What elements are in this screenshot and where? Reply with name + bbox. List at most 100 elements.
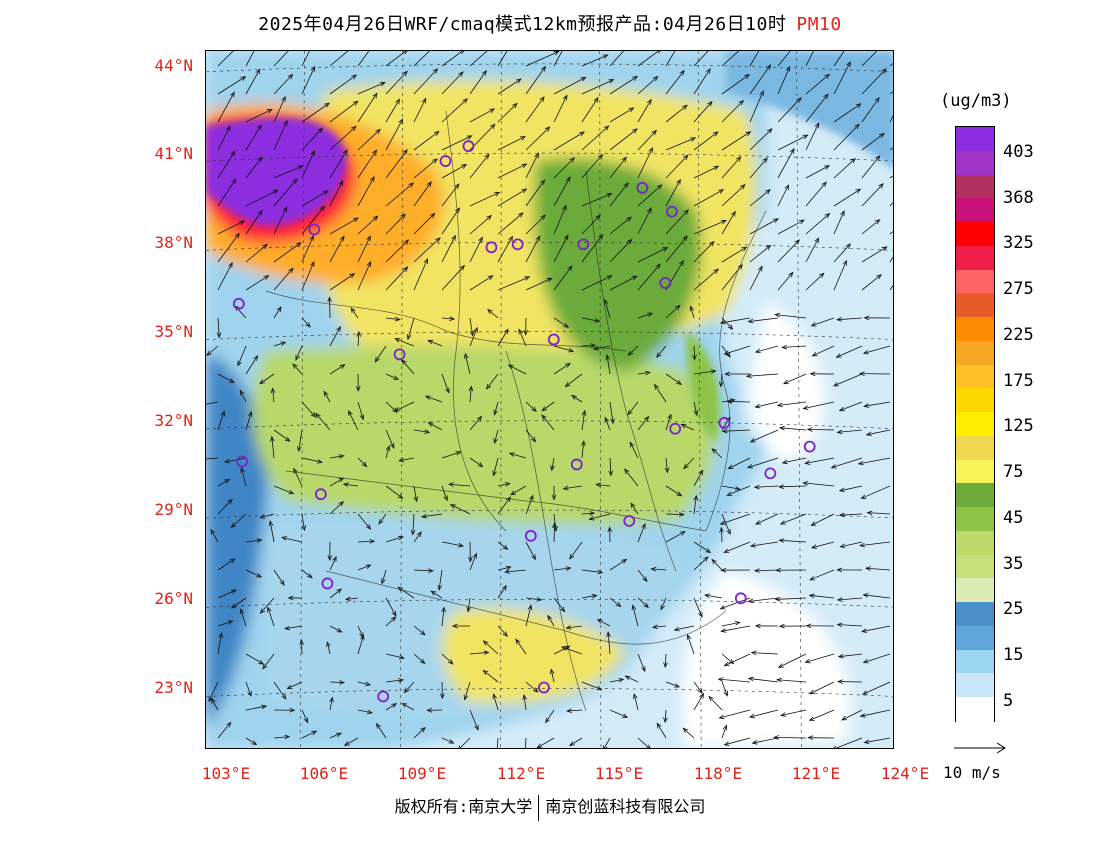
colorbar-segment [956, 198, 994, 224]
longitude-gridline [500, 51, 502, 748]
wind-arrow [609, 107, 635, 123]
wind-arrow [693, 268, 719, 291]
wind-arrow [381, 569, 387, 585]
wind-arrow [293, 467, 303, 487]
wind-arrow [329, 556, 337, 571]
wind-arrow [467, 541, 473, 563]
wind-arrow [329, 625, 343, 633]
colorbar-segment [956, 174, 994, 200]
wind-arrow [754, 401, 779, 409]
wind-arrow [273, 242, 302, 263]
wind-arrow [441, 737, 455, 744]
wind-arrow [717, 677, 751, 683]
wind-arrow [581, 54, 609, 67]
city-marker [524, 529, 537, 542]
wind-arrow [441, 183, 460, 207]
wind-arrow [329, 477, 345, 487]
wind-arrow [497, 212, 524, 235]
wind-arrow [808, 593, 835, 599]
colorbar-label: 125 [1003, 416, 1034, 436]
map-panel[interactable] [205, 50, 894, 749]
wind-arrow [711, 448, 723, 459]
wind-arrow [487, 308, 499, 319]
wind-arrow [469, 214, 493, 235]
wind-arrow [357, 709, 373, 715]
colorbar-label: 15 [1003, 645, 1024, 665]
wind-arrow [464, 352, 471, 375]
wind-arrow [217, 632, 224, 655]
wind-arrow [493, 401, 499, 416]
wind-arrow [273, 206, 288, 235]
wind-arrow [664, 457, 670, 474]
wind-arrow [746, 457, 779, 469]
wind-arrow [245, 189, 279, 207]
wind-arrow [721, 263, 743, 291]
wind-arrow [836, 597, 863, 602]
wind-arrow [627, 345, 639, 357]
wind-arrow [569, 541, 583, 560]
wind-arrow [385, 485, 404, 499]
wind-arrow [663, 709, 668, 724]
wind-arrow [342, 482, 359, 487]
wind-arrow [777, 51, 791, 67]
wind-arrow [595, 482, 611, 488]
wind-arrow [581, 96, 599, 123]
wind-arrow [385, 213, 406, 235]
wind-arrow [693, 51, 709, 67]
wind-arrow [754, 345, 779, 354]
wind-arrow [807, 735, 835, 741]
colorbar-unit: (ug/m3) [940, 91, 1012, 111]
wind-arrow [665, 137, 697, 151]
wind-arrow [329, 235, 345, 263]
wind-arrow [609, 401, 615, 425]
wind-arrow [301, 205, 326, 235]
wind-arrow [863, 737, 891, 745]
wind-arrow [683, 457, 695, 470]
footer-separator [538, 794, 540, 821]
wind-arrow [861, 246, 888, 263]
wind-arrow [665, 51, 676, 67]
colorbar-segment [956, 412, 994, 438]
wind-arrow [808, 709, 835, 721]
wind-arrow [267, 606, 275, 627]
wind-arrow [245, 354, 259, 375]
wind-arrow [564, 373, 583, 388]
wind-arrow [553, 94, 568, 123]
wind-arrow [777, 219, 805, 235]
wind-arrow [833, 188, 862, 207]
wind-arrow [724, 371, 751, 377]
wind-arrow [719, 526, 724, 543]
wind-arrow [413, 429, 431, 434]
wind-arrow [749, 218, 779, 235]
wind-arrow [482, 669, 499, 683]
wind-arrow [838, 485, 863, 493]
wind-arrow [486, 373, 499, 390]
wind-arrow [281, 536, 303, 543]
wind-arrow [889, 115, 893, 123]
wind-arrow [301, 51, 310, 67]
wind-arrow [624, 675, 639, 683]
wind-arrow [497, 496, 511, 515]
wind-arrow [609, 182, 629, 207]
latitude-gridline [206, 420, 893, 430]
wind-arrow [466, 597, 471, 613]
wind-arrow [259, 373, 275, 385]
wind-arrow [866, 510, 891, 516]
wind-arrow [726, 399, 751, 404]
wind-arrow [357, 215, 379, 235]
wind-arrow [773, 735, 807, 740]
wind-arrow [510, 485, 527, 496]
city-marker [236, 455, 248, 468]
wind-arrow [497, 188, 528, 207]
wind-arrow [216, 317, 222, 339]
wind-arrow [343, 737, 359, 746]
wind-arrow [469, 650, 490, 656]
wind-arrow [637, 184, 663, 207]
wind-arrow [609, 238, 633, 263]
wind-arrow [841, 709, 863, 721]
wind-arrow [804, 457, 835, 465]
wind-arrow [329, 217, 359, 235]
wind-arrow [749, 128, 773, 151]
wind-arrow [592, 345, 611, 351]
wind-arrow [889, 202, 893, 207]
